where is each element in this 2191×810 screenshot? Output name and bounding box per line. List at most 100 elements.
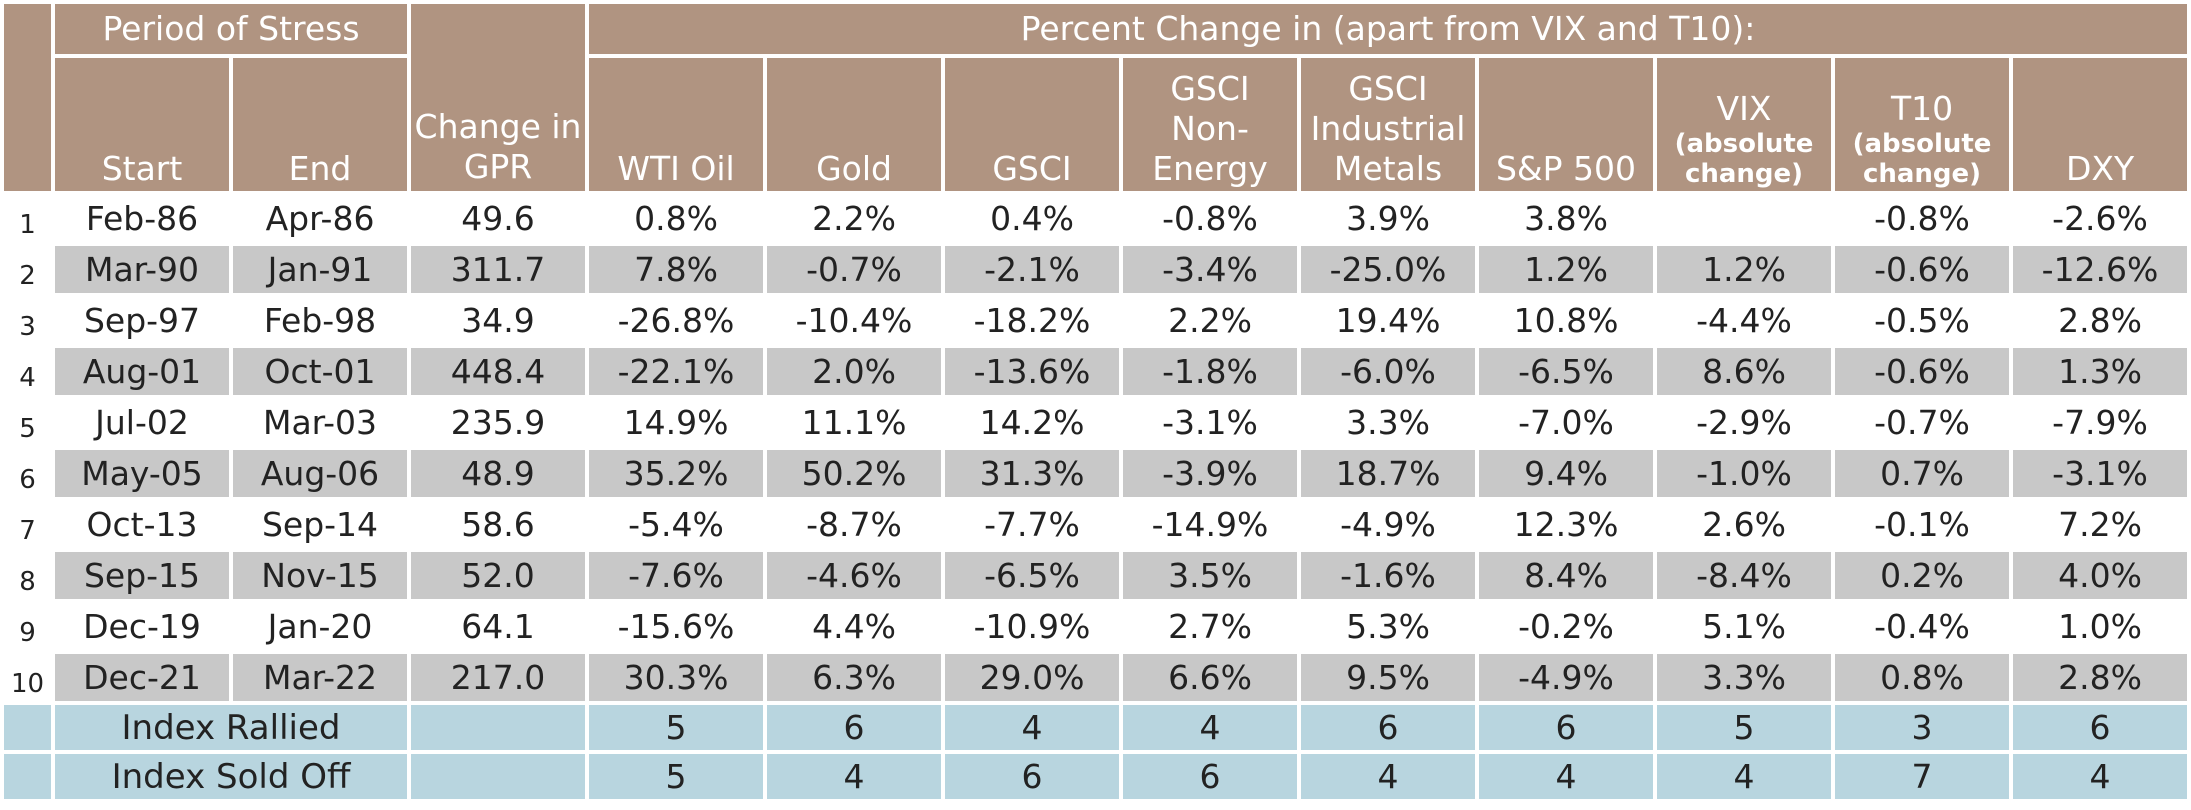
value-cell: 3.3% xyxy=(1657,654,1832,701)
asset-header-label: GSCI xyxy=(1170,69,1250,108)
end-cell: Feb-98 xyxy=(233,297,408,344)
value-cell: 0.2% xyxy=(1835,552,2010,599)
table-summary: Index Rallied 5 6 4 4 6 6 5 3 6 Index Sold Off 5 4 6 6… xyxy=(4,705,2188,799)
value-cell: -0.6% xyxy=(1835,348,2010,395)
value-cell: 1.3% xyxy=(2013,348,2188,395)
value-cell: -26.8% xyxy=(589,297,764,344)
value-cell: 2.2% xyxy=(1123,297,1298,344)
asset-header-label: DXY xyxy=(2065,149,2135,188)
asset-header-note: change) xyxy=(1862,159,1982,189)
value-cell: -3.9% xyxy=(1123,450,1298,497)
value-cell: 4.4% xyxy=(767,603,942,650)
start-cell: Dec-19 xyxy=(55,603,229,650)
value-cell: 29.0% xyxy=(945,654,1120,701)
value-cell: -0.6% xyxy=(1835,246,2010,293)
row-number: 2 xyxy=(4,246,51,293)
value-cell: -5.4% xyxy=(589,501,764,548)
end-cell: Mar-03 xyxy=(233,399,408,446)
table-row: 8 Sep-15 Nov-15 52.0 -7.6% -4.6% -6.5% 3.5% -1.6… xyxy=(4,552,2188,599)
end-cell: Aug-06 xyxy=(233,450,408,497)
end-cell: Apr-86 xyxy=(233,195,408,242)
table-row: 6 May-05 Aug-06 48.9 35.2% 50.2% 31.3% -3.9% 18.… xyxy=(4,450,2188,497)
asset-header-label: VIX xyxy=(1716,89,1772,128)
end-cell: Jan-20 xyxy=(233,603,408,650)
value-cell: 2.6% xyxy=(1657,501,1832,548)
value-cell: -13.6% xyxy=(945,348,1120,395)
summary-count-cell: 6 xyxy=(1301,705,1476,750)
value-cell: 6.6% xyxy=(1123,654,1298,701)
value-cell: -2.9% xyxy=(1657,399,1832,446)
summary-gpr-blank-cell xyxy=(411,705,586,750)
value-cell: 19.4% xyxy=(1301,297,1476,344)
start-cell: Mar-90 xyxy=(55,246,229,293)
value-cell: 10.8% xyxy=(1479,297,1654,344)
value-cell: -0.7% xyxy=(767,246,942,293)
summary-count-cell: 6 xyxy=(1479,705,1654,750)
asset-header-label: GSCI xyxy=(992,149,1072,188)
value-cell: 2.8% xyxy=(2013,297,2188,344)
summary-row: Index Sold Off 5 4 6 6 4 4 4 7 4 xyxy=(4,754,2188,799)
value-cell: -0.1% xyxy=(1835,501,2010,548)
asset-header-label: Metals xyxy=(1333,149,1443,188)
gpr-cell: 235.9 xyxy=(411,399,586,446)
value-cell: -0.5% xyxy=(1835,297,2010,344)
summary-count-cell: 6 xyxy=(1123,754,1298,799)
row-number: 5 xyxy=(4,399,51,446)
summary-count-cell: 5 xyxy=(589,754,764,799)
value-cell: -2.6% xyxy=(2013,195,2188,242)
table-row: 5 Jul-02 Mar-03 235.9 14.9% 11.1% 14.2% -3.1% 3.… xyxy=(4,399,2188,446)
value-cell: 9.5% xyxy=(1301,654,1476,701)
asset-header-label: Industrial xyxy=(1310,109,1466,148)
value-cell: -25.0% xyxy=(1301,246,1476,293)
value-cell: -3.1% xyxy=(1123,399,1298,446)
row-number: 4 xyxy=(4,348,51,395)
asset-header-vix: VIX (absolute change) xyxy=(1657,58,1832,191)
value-cell: -0.8% xyxy=(1123,195,1298,242)
summary-count-cell: 4 xyxy=(1479,754,1654,799)
value-cell: 2.8% xyxy=(2013,654,2188,701)
value-cell: 0.4% xyxy=(945,195,1120,242)
asset-header-gsci: GSCI xyxy=(945,58,1120,191)
row-number: 9 xyxy=(4,603,51,650)
value-cell: 1.0% xyxy=(2013,603,2188,650)
value-cell: -0.2% xyxy=(1479,603,1654,650)
summary-count-cell: 6 xyxy=(945,754,1120,799)
gpr-cell: 64.1 xyxy=(411,603,586,650)
value-cell: 14.9% xyxy=(589,399,764,446)
row-number: 6 xyxy=(4,450,51,497)
table-row: 3 Sep-97 Feb-98 34.9 -26.8% -10.4% -18.2% 2.2% 1… xyxy=(4,297,2188,344)
table-row: 4 Aug-01 Oct-01 448.4 -22.1% 2.0% -13.6% -1.8% -… xyxy=(4,348,2188,395)
value-cell: -14.9% xyxy=(1123,501,1298,548)
asset-header-label: T10 xyxy=(1890,89,1954,128)
period-group-header: Period of Stress xyxy=(55,4,408,54)
gpr-cell: 311.7 xyxy=(411,246,586,293)
value-cell: 3.5% xyxy=(1123,552,1298,599)
row-number: 7 xyxy=(4,501,51,548)
value-cell: 2.7% xyxy=(1123,603,1298,650)
value-cell: -7.7% xyxy=(945,501,1120,548)
value-cell: -10.9% xyxy=(945,603,1120,650)
table-row: 1 Feb-86 Apr-86 49.6 0.8% 2.2% 0.4% -0.8% 3.9% 3.… xyxy=(4,195,2188,242)
end-cell: Oct-01 xyxy=(233,348,408,395)
value-cell: 35.2% xyxy=(589,450,764,497)
value-cell: -8.7% xyxy=(767,501,942,548)
summary-blank-cell xyxy=(4,705,51,750)
start-cell: Sep-97 xyxy=(55,297,229,344)
value-cell: 50.2% xyxy=(767,450,942,497)
asset-header-label: Energy xyxy=(1152,149,1268,188)
value-cell: -18.2% xyxy=(945,297,1120,344)
value-cell: 3.3% xyxy=(1301,399,1476,446)
value-cell: 8.4% xyxy=(1479,552,1654,599)
end-header: End xyxy=(233,58,408,191)
summary-gpr-blank-cell xyxy=(411,754,586,799)
end-cell: Mar-22 xyxy=(233,654,408,701)
asset-header-label: Non- xyxy=(1171,109,1249,148)
asset-header-label: S&P 500 xyxy=(1495,149,1637,188)
asset-header-t10: T10 (absolute change) xyxy=(1835,58,2010,191)
summary-count-cell: 3 xyxy=(1835,705,2010,750)
value-cell: -3.4% xyxy=(1123,246,1298,293)
summary-count-cell: 7 xyxy=(1835,754,2010,799)
asset-header-note: (absolute xyxy=(1674,129,1814,159)
start-cell: Feb-86 xyxy=(55,195,229,242)
